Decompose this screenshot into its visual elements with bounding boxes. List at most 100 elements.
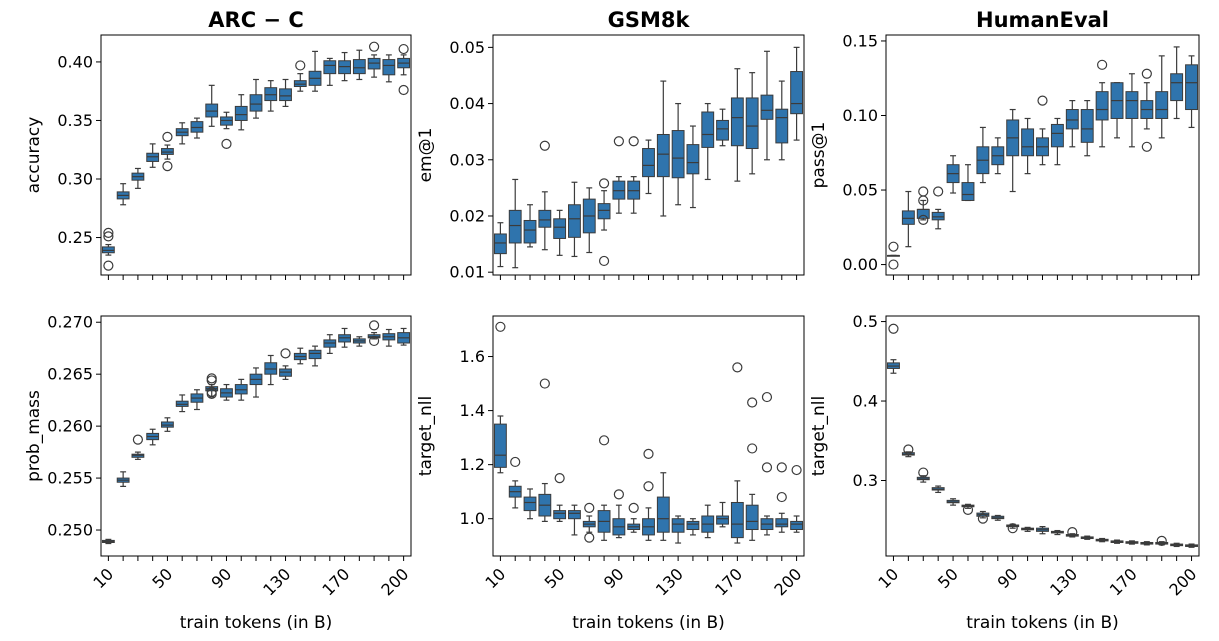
box-gsm8k-nll-18 [760, 391, 774, 536]
outlier-point [903, 444, 914, 455]
box-body [901, 210, 915, 225]
outlier-point [1141, 141, 1152, 152]
box-humaneval-nll-14 [1095, 537, 1109, 543]
box-body [686, 520, 700, 531]
box-arc-accuracy-14 [308, 50, 322, 92]
box-gsm8k-em-10 [642, 139, 655, 195]
box-humaneval-pass-15 [1110, 82, 1124, 139]
x-tick-label: 200 [1165, 564, 1200, 599]
outlier-point [103, 260, 114, 271]
y-tick-label: 0.15 [842, 31, 878, 50]
outlier-point [598, 435, 610, 446]
box-body [686, 144, 700, 175]
outlier-point [368, 320, 380, 331]
y-tick-label: 1.4 [460, 401, 485, 420]
box-body [745, 504, 759, 531]
y-tick-label: 1.0 [460, 509, 485, 528]
box-gsm8k-nll-6 [582, 502, 596, 543]
box-gsm8k-em-13 [686, 125, 700, 209]
x-tick-label: 50 [541, 564, 569, 592]
outlier-point [221, 138, 232, 149]
box-body [234, 105, 248, 121]
box-body [656, 133, 670, 178]
outlier-point [1141, 68, 1152, 79]
box-humaneval-pass-0 [886, 241, 900, 270]
box-body [1125, 91, 1139, 119]
box-gsm8k-em-7 [597, 178, 611, 267]
x-tick-label: 130 [1046, 564, 1081, 599]
box-gsm8k-nll-19 [775, 462, 789, 533]
box-body [745, 97, 759, 150]
box-body [730, 501, 744, 539]
box-humaneval-pass-20 [1185, 55, 1199, 129]
box-body [790, 520, 804, 531]
box-humaneval-pass-6 [976, 126, 990, 184]
box-arc-probmass-12 [279, 348, 292, 380]
box-body [568, 510, 581, 520]
box-gsm8k-em-20 [790, 46, 804, 141]
box-arc-probmass-4 [161, 417, 174, 432]
box-humaneval-pass-2 [916, 186, 930, 225]
box-arc-probmass-5 [175, 394, 189, 413]
box-humaneval-pass-19 [1170, 46, 1184, 120]
outlier-point [977, 513, 988, 524]
box-arc-accuracy-2 [131, 167, 145, 189]
box-arc-accuracy-15 [323, 57, 337, 86]
box-body [716, 119, 729, 141]
outlier-point [398, 84, 409, 96]
box-gsm8k-nll-12 [671, 515, 685, 544]
box-arc-probmass-1 [116, 471, 130, 487]
box-body [760, 94, 774, 120]
box-gsm8k-nll-17 [745, 397, 759, 541]
x-axis-label: train tokens (in B) [572, 613, 725, 633]
outlier-point [280, 348, 291, 359]
box-body [538, 209, 552, 228]
outlier-point [613, 136, 624, 147]
box-gsm8k-nll-5 [568, 504, 581, 536]
box-humaneval-nll-1 [901, 444, 915, 458]
y-tick-label: 0.260 [47, 417, 93, 436]
box-arc-probmass-19 [382, 328, 396, 347]
box-humaneval-pass-1 [901, 190, 915, 248]
y-axis-label: em@1 [416, 128, 436, 183]
outlier-point [613, 489, 624, 500]
x-tick-label: 90 [600, 564, 628, 592]
y-tick-label: 0.00 [842, 255, 878, 274]
box-gsm8k-em-14 [701, 102, 715, 181]
box-humaneval-nll-7 [991, 514, 1005, 521]
box-gsm8k-nll-15 [716, 501, 729, 528]
box-humaneval-nll-10 [1036, 525, 1049, 535]
outlier-point [554, 473, 565, 484]
outlier-point [888, 241, 899, 252]
box-gsm8k-nll-8 [612, 489, 626, 539]
y-tick-label: 0.40 [57, 52, 93, 71]
y-tick-label: 0.01 [449, 263, 485, 282]
outlier-point [933, 186, 944, 197]
box-arc-probmass-9 [234, 378, 248, 401]
box-humaneval-nll-19 [1170, 542, 1184, 548]
box-humaneval-nll-0 [886, 323, 900, 374]
box-gsm8k-em-5 [568, 181, 581, 258]
panel-gsm8k-nll: 1.0 1.2 1.4 1.6 10 50 90 130 170 200 target_nlltra… [416, 315, 805, 633]
box-humaneval-nll-4 [946, 498, 960, 506]
box-gsm8k-nll-20 [790, 464, 804, 533]
box-arc-accuracy-9 [234, 94, 248, 131]
outlier-point [888, 259, 899, 270]
box-humaneval-nll-13 [1080, 535, 1094, 540]
outlier-point [1067, 527, 1078, 538]
box-gsm8k-em-1 [508, 178, 522, 269]
box-humaneval-nll-12 [1065, 527, 1079, 538]
y-tick-label: 0.4 [853, 392, 878, 411]
outlier-point [510, 456, 521, 468]
box-humaneval-nll-20 [1185, 543, 1199, 548]
outlier-point [791, 464, 802, 476]
box-arc-accuracy-16 [338, 51, 351, 82]
box-body [249, 94, 263, 112]
outlier-point [598, 255, 610, 267]
box-arc-accuracy-20 [397, 43, 411, 96]
outlier-point [918, 214, 929, 225]
y-tick-label: 0.35 [57, 111, 93, 130]
box-arc-probmass-16 [338, 327, 351, 348]
outlier-point [103, 227, 114, 238]
